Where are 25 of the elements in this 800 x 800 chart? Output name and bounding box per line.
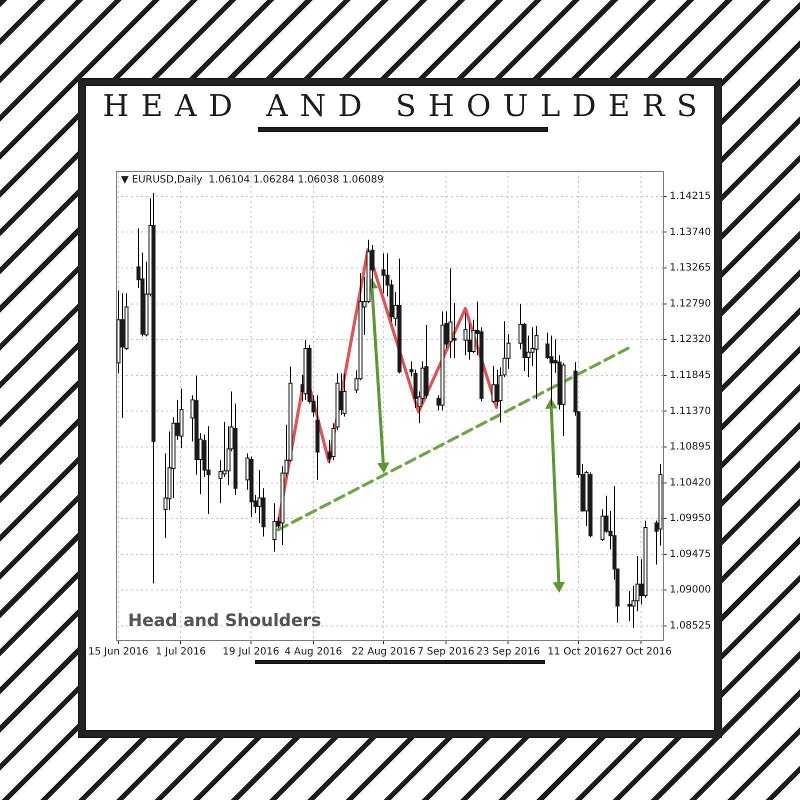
x-tick-label: 7 Sep 2016 bbox=[417, 646, 474, 658]
x-tick-label: 19 Jul 2016 bbox=[222, 646, 280, 658]
y-tick-label: 1.11370 bbox=[670, 406, 712, 417]
x-tick-label: 23 Sep 2016 bbox=[476, 646, 540, 658]
y-tick-label: 1.09000 bbox=[670, 584, 712, 596]
y-tick-label: 1.13265 bbox=[670, 262, 712, 274]
y-tick-label: 1.14215 bbox=[670, 190, 712, 202]
y-tick-label: 1.12320 bbox=[670, 334, 712, 346]
x-tick-label: 11 Oct 2016 bbox=[548, 646, 610, 658]
y-tick-label: 1.13740 bbox=[670, 226, 712, 238]
x-tick-label: 4 Aug 2016 bbox=[284, 646, 342, 658]
x-tick-label: 27 Oct 2016 bbox=[610, 646, 672, 658]
y-tick-label: 1.10895 bbox=[670, 442, 712, 453]
y-tick-label: 1.08525 bbox=[670, 620, 712, 632]
y-tick-label: 1.10420 bbox=[670, 478, 712, 489]
y-tick-label: 1.09950 bbox=[670, 513, 712, 524]
annotation: Head and Shoulders bbox=[128, 611, 322, 631]
chart-title: HEAD AND SHOULDERS bbox=[86, 88, 714, 126]
y-tick-label: 1.12790 bbox=[670, 298, 712, 310]
annotation: ▼ EURUSD,Daily 1.06104 1.06284 1.06038 1.06089 bbox=[121, 174, 384, 186]
y-tick-label: 1.11845 bbox=[670, 370, 712, 381]
y-tick-label: 1.09475 bbox=[670, 548, 712, 560]
x-tick-label: 22 Aug 2016 bbox=[351, 646, 416, 658]
x-tick-label: 1 Jul 2016 bbox=[156, 646, 206, 658]
x-tick-label: 15 Jun 2016 bbox=[88, 646, 148, 658]
